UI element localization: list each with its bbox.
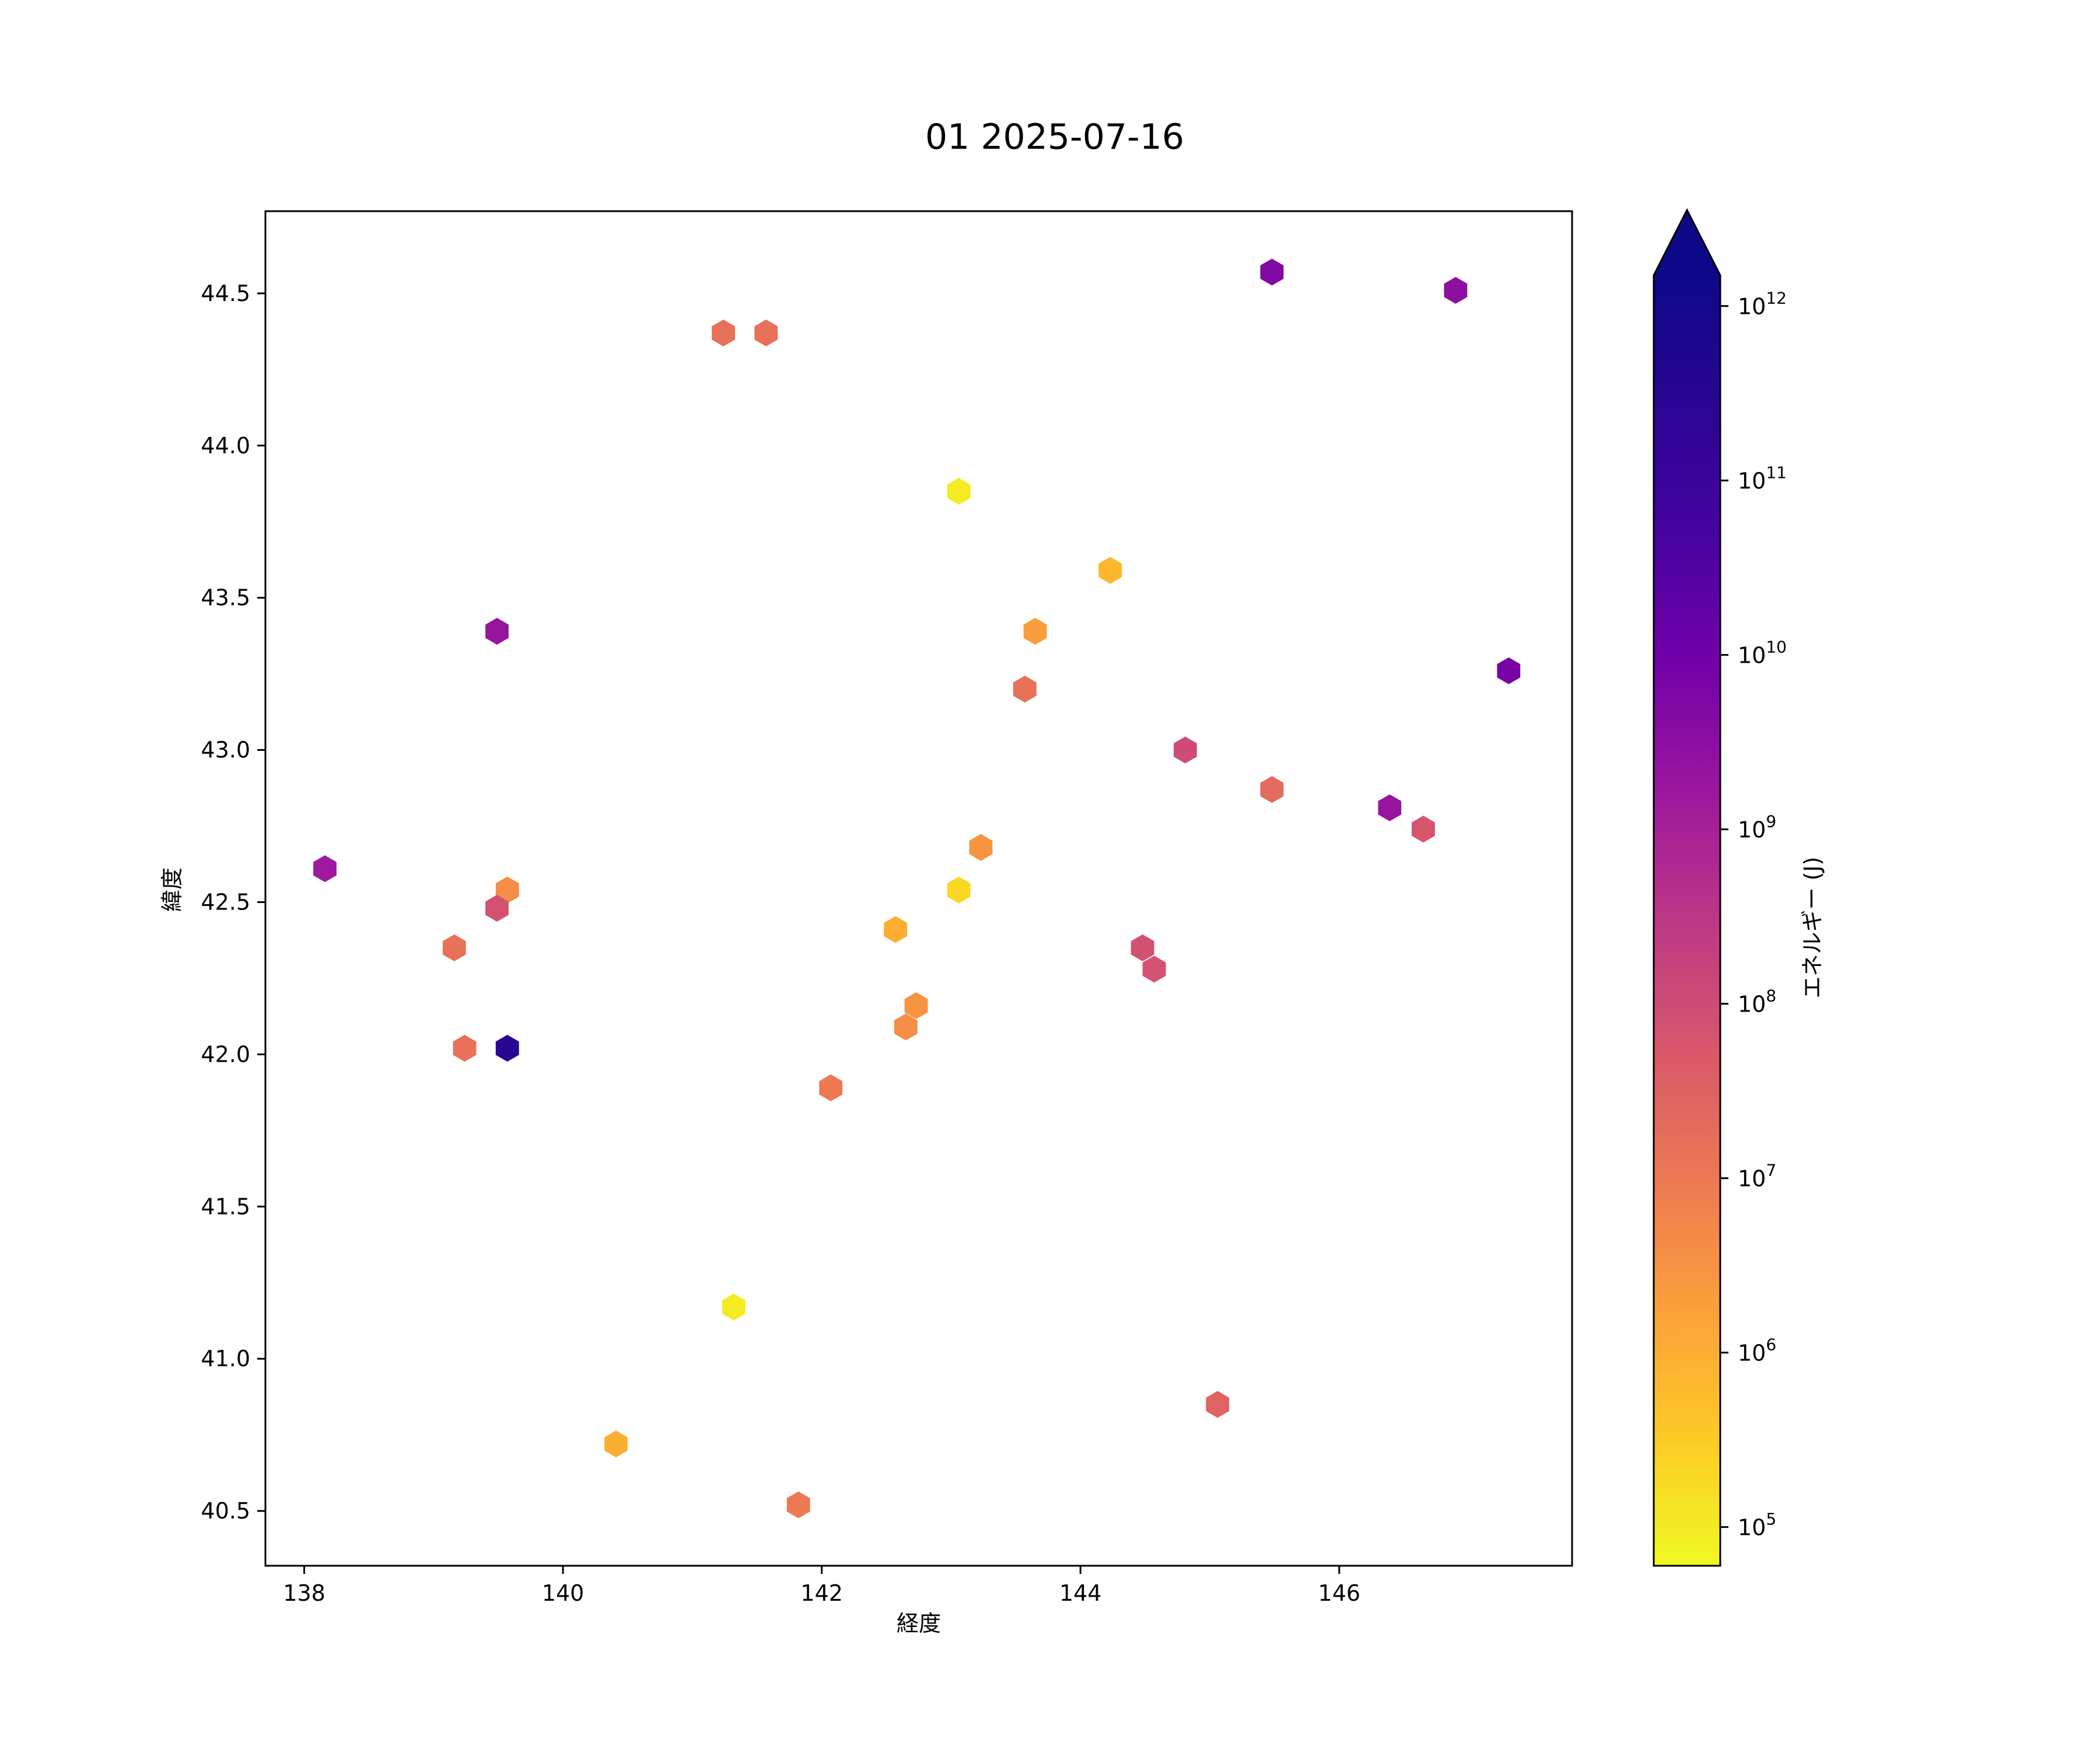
y-tick-label: 40.5 <box>201 1498 250 1524</box>
y-tick-label: 42.0 <box>201 1041 250 1067</box>
colorbar-tick-label: 106 <box>1738 1335 1776 1366</box>
data-point-5 <box>1098 557 1122 584</box>
data-point-4 <box>947 478 971 505</box>
data-point-1 <box>1444 277 1468 304</box>
data-point-30 <box>604 1430 628 1458</box>
x-axis-label: 経度 <box>897 1611 941 1636</box>
plot-area <box>313 258 1521 1518</box>
x-tick-label: 140 <box>542 1580 584 1606</box>
x-axis: 138 140 142 144 146 <box>283 1566 1360 1606</box>
data-point-18 <box>485 894 509 922</box>
y-tick-label: 41.0 <box>201 1346 250 1371</box>
colorbar-extend-arrow <box>1654 210 1720 275</box>
colorbar-outline <box>1653 208 1721 1567</box>
data-point-19 <box>884 916 907 943</box>
colorbar-label: エネルギー (J) <box>1800 857 1825 999</box>
x-tick-label: 138 <box>283 1580 326 1606</box>
data-point-12 <box>1378 794 1402 821</box>
data-point-2 <box>712 319 735 347</box>
x-tick-label: 146 <box>1318 1580 1361 1606</box>
data-point-14 <box>969 834 993 861</box>
data-point-0 <box>1260 258 1284 286</box>
data-point-10 <box>1174 736 1197 764</box>
data-point-13 <box>1412 816 1435 843</box>
data-point-25 <box>453 1034 477 1062</box>
x-tick-label: 142 <box>800 1580 843 1606</box>
data-point-29 <box>1206 1391 1230 1418</box>
colorbar-tick-label: 105 <box>1738 1510 1776 1541</box>
chart-title: 01 2025-07-16 <box>925 117 1184 158</box>
colorbar-ticks: 105 106 107 108 109 1010 1011 1012 <box>1720 289 1787 1541</box>
data-point-26 <box>495 1034 519 1062</box>
y-axis: 40.5 41.0 41.5 42.0 42.5 43.0 43.5 44.0 44.5 <box>201 281 265 1524</box>
data-point-7 <box>485 618 509 645</box>
data-point-27 <box>819 1074 843 1101</box>
colorbar-tick-label: 1011 <box>1738 463 1787 494</box>
y-tick-label: 44.0 <box>201 433 250 459</box>
data-point-31 <box>786 1491 810 1518</box>
data-point-21 <box>1130 934 1154 961</box>
colorbar-tick-label: 1012 <box>1738 289 1787 320</box>
data-point-9 <box>1013 676 1037 703</box>
plot-frame <box>264 210 1573 1567</box>
y-tick-label: 44.5 <box>201 281 250 306</box>
y-tick-label: 43.0 <box>201 737 250 763</box>
colorbar-gradient <box>1654 275 1720 1566</box>
colorbar-tick-label: 1010 <box>1738 638 1787 669</box>
data-point-20 <box>442 934 466 961</box>
y-axis-label: 緯度 <box>159 867 185 912</box>
data-point-15 <box>313 855 337 883</box>
colorbar-tick-label: 109 <box>1738 812 1776 843</box>
x-tick-label: 144 <box>1059 1580 1102 1606</box>
data-point-28 <box>722 1293 746 1321</box>
data-point-8 <box>1497 657 1521 684</box>
data-point-23 <box>904 992 928 1019</box>
colorbar-tick-label: 107 <box>1738 1161 1776 1192</box>
data-point-3 <box>754 319 778 347</box>
data-point-24 <box>894 1013 918 1041</box>
colorbar-tick-label: 108 <box>1738 986 1776 1017</box>
colorbar: 105 106 107 108 109 1010 1011 1012 エネルギー (J) <box>1653 208 1825 1567</box>
data-point-17 <box>495 876 519 904</box>
y-tick-label: 42.5 <box>201 889 250 915</box>
data-point-16 <box>947 876 971 904</box>
y-tick-label: 41.5 <box>201 1194 250 1219</box>
data-point-22 <box>1142 956 1166 983</box>
data-point-11 <box>1260 776 1284 803</box>
y-tick-label: 43.5 <box>201 585 250 611</box>
data-point-6 <box>1023 618 1047 645</box>
